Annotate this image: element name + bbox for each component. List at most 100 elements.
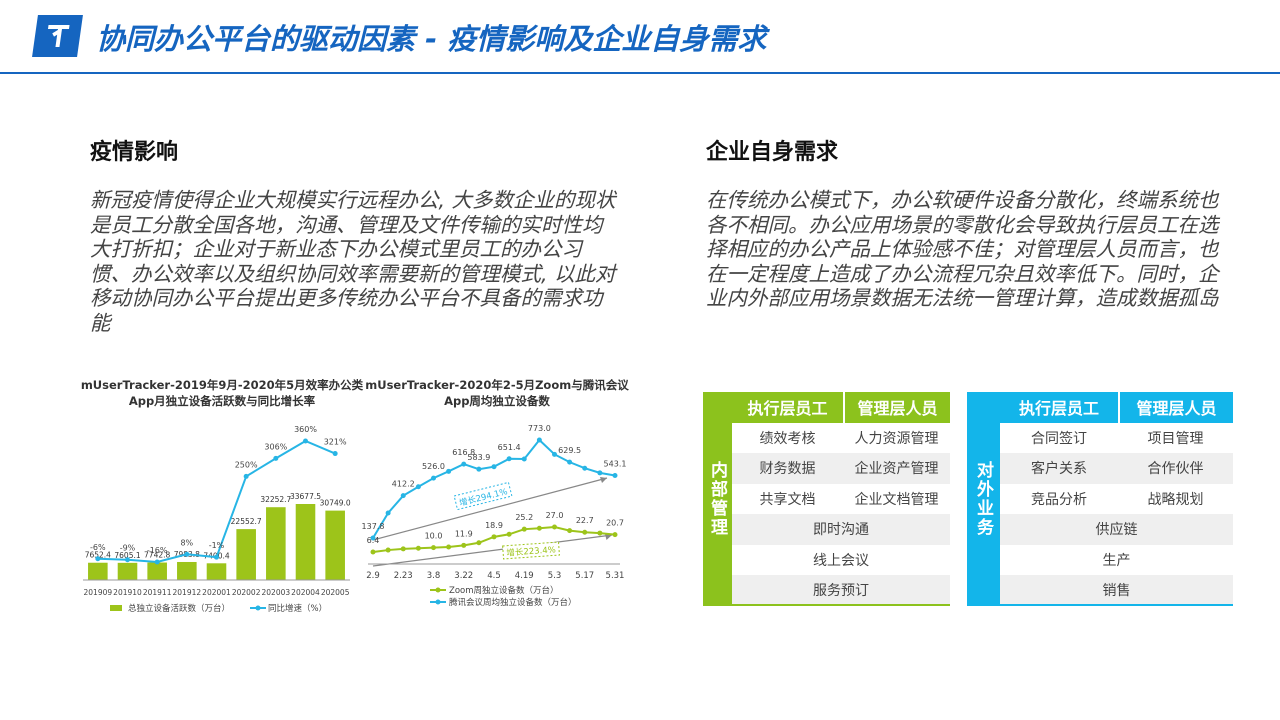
series-point (400, 493, 406, 499)
table-cell: 项目管理 (1118, 422, 1233, 453)
data-label: 7652.4 (85, 551, 111, 560)
series-point (415, 484, 421, 490)
series-point (476, 540, 482, 546)
series-point (582, 529, 588, 535)
table-cell: 服务预订 (732, 575, 950, 606)
table-rule (1000, 603, 1233, 606)
data-label: 27.0 (546, 511, 564, 520)
data-label: 32252.7 (260, 495, 291, 504)
x-tick-label: 2.23 (394, 571, 413, 581)
series-point (536, 525, 542, 531)
series-point (582, 465, 588, 471)
x-tick-label: 5.17 (575, 571, 594, 581)
x-tick-label: 202002 (232, 588, 261, 597)
data-label: 30749.0 (320, 499, 351, 508)
table-cell: 竞品分析 (1000, 483, 1118, 514)
series-point (521, 456, 527, 462)
table-cell: 企业文档管理 (843, 483, 950, 514)
data-label: 18.9 (485, 521, 503, 530)
x-tick-label: 202004 (291, 588, 320, 597)
series-point (491, 534, 497, 540)
trend-arrow (372, 477, 608, 541)
series-point (521, 526, 527, 532)
data-label: -16% (147, 546, 168, 555)
data-label: 33677.5 (290, 492, 321, 501)
table-cell: 合同签订 (1000, 422, 1118, 453)
x-tick-label: 3.8 (427, 571, 441, 581)
table: 对外业务 执行层员工 管理层人员 合同签订 项目管理 客户关系 合作伙伴 竞品分析 战略规划 供应… (967, 392, 1233, 606)
x-tick-label: 201909 (84, 588, 113, 597)
data-label: 22552.7 (231, 517, 262, 526)
growth-point (154, 559, 160, 565)
legend-label: 同比增速（%） (268, 603, 327, 614)
section-title: 疫情影响 (90, 140, 179, 165)
data-label: 412.2 (392, 480, 415, 489)
table-cell: 销售 (1000, 575, 1233, 606)
series-point (431, 545, 436, 551)
x-tick-label: 5.31 (606, 571, 625, 581)
table-side-label: 内部管理 (703, 392, 732, 606)
trend-arrow-head (600, 477, 607, 483)
table-side-label: 对外业务 (967, 392, 1000, 606)
data-label: 25.2 (515, 513, 533, 522)
bar (177, 561, 197, 580)
bar (117, 562, 138, 580)
table-cell: 合作伙伴 (1118, 453, 1233, 484)
data-label: 11.9 (455, 529, 473, 538)
bar (236, 529, 256, 580)
series-point (612, 472, 618, 478)
section-text: 新冠疫情使得企业大规模实行远程办公, 大多数企业的现状是员工分散全国各地，沟通、… (90, 188, 616, 335)
data-label: 10.0 (425, 532, 443, 541)
legend-label: 腾讯会议周均独立设备数（万台） (449, 597, 577, 608)
bar (206, 563, 227, 580)
x-tick-label: 201910 (113, 588, 142, 597)
section-title: 企业自身需求 (706, 140, 839, 165)
legend-label: 总独立设备活跃数（万台） (128, 603, 230, 614)
series-point (461, 542, 467, 548)
series-point (597, 470, 603, 476)
data-label: 20.7 (606, 519, 624, 528)
data-label: 7742.8 (144, 551, 170, 560)
table-cell: 人力资源管理 (843, 422, 950, 453)
series-point (370, 535, 376, 541)
chart-title: mUserTracker-2019年9月-2020年5月效率办公类 (81, 378, 364, 392)
data-label: 616.8 (452, 448, 475, 457)
table-header: 执行层员工 (732, 392, 843, 423)
series-point (385, 510, 391, 516)
series-point (536, 437, 542, 443)
table: 内部管理 执行层员工 管理层人员 绩效考核 人力资源管理 财务数据 企业资产管理 共享文档 企业… (703, 392, 950, 606)
growth-point (95, 556, 101, 562)
logo-icon (47, 25, 70, 47)
x-tick-label: 202003 (262, 588, 291, 597)
table-header: 执行层员工 (1000, 392, 1118, 423)
data-label: 8% (180, 538, 193, 547)
data-label: 651.4 (498, 443, 521, 452)
logo (32, 15, 83, 57)
chart-title: App周均独立设备数 (444, 394, 550, 408)
table-cell: 客户关系 (1000, 453, 1118, 484)
data-label: 526.0 (422, 462, 445, 471)
trend-arrow-head (605, 534, 612, 540)
series-point (446, 468, 452, 474)
growth-point (332, 451, 338, 457)
bar (325, 510, 345, 580)
data-label: 321% (324, 438, 347, 447)
series-point (506, 531, 512, 537)
table-cell: 线上会议 (732, 544, 950, 575)
chart-title: App月独立设备活跃数与同比增长率 (129, 394, 316, 408)
data-label: 360% (294, 425, 317, 434)
bar (88, 562, 108, 580)
data-label: 629.5 (558, 446, 581, 455)
table-cell: 战略规划 (1118, 483, 1233, 514)
x-tick-label: 2.9 (366, 571, 380, 581)
table-cell: 绩效考核 (732, 422, 843, 453)
data-label: 306% (264, 442, 287, 451)
page-title: 协同办公平台的驱动因素 - 疫情影响及企业自身需求 (96, 22, 767, 56)
table-cell: 即时沟通 (732, 514, 950, 545)
data-label: -9% (120, 544, 136, 553)
legend-swatch (435, 587, 441, 593)
bar (295, 504, 316, 580)
table-cell: 生产 (1000, 544, 1233, 575)
